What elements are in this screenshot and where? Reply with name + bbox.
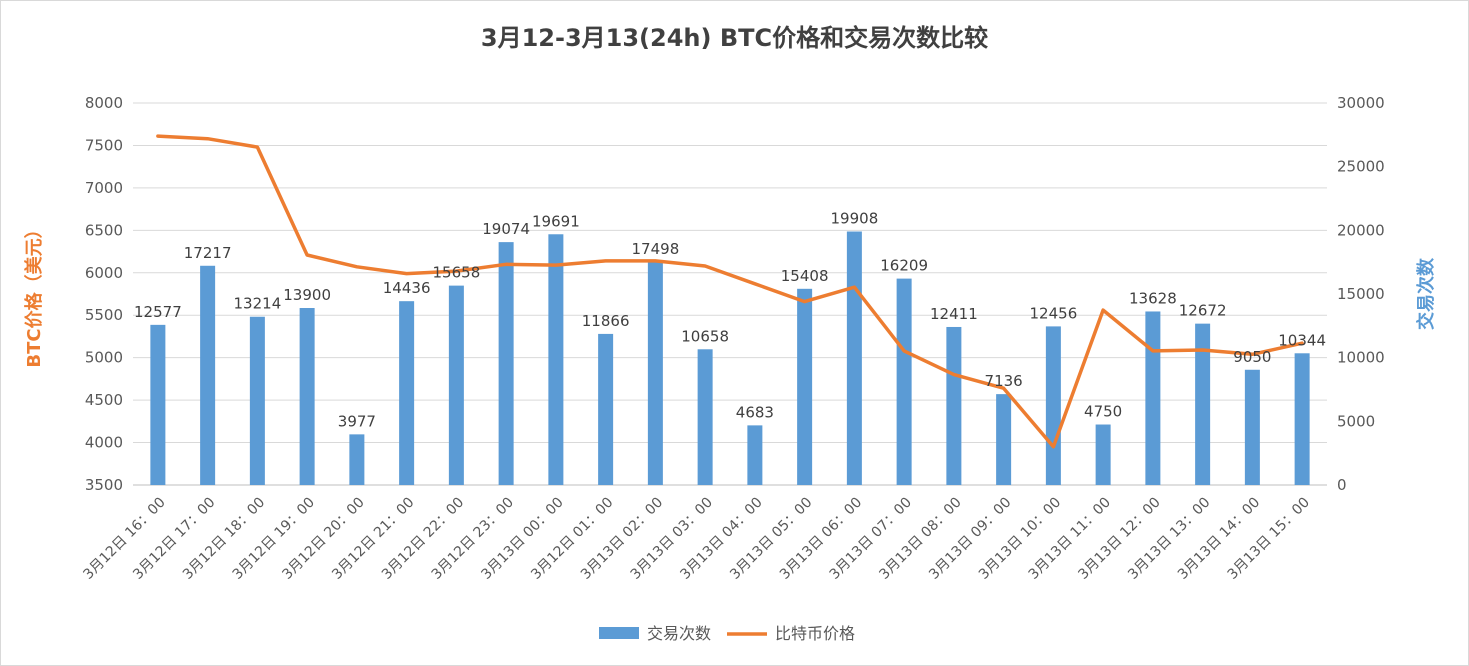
bar-data-label: 9050 (1233, 348, 1271, 366)
price-line (156, 134, 1304, 449)
bar-data-label: 19691 (532, 212, 580, 230)
bar-data-label: 17217 (184, 244, 232, 262)
bar-data-label: 15658 (433, 264, 481, 282)
left-tick-label: 4500 (85, 391, 123, 409)
bar-data-label: 12411 (930, 305, 978, 323)
right-tick-label: 25000 (1337, 158, 1385, 176)
left-tick-label: 5500 (85, 306, 123, 324)
bar (896, 278, 912, 485)
bar (1045, 326, 1061, 485)
left-tick-label: 4000 (85, 434, 123, 452)
bar (697, 349, 713, 485)
bar (946, 326, 962, 485)
bar (399, 301, 415, 485)
bar (548, 234, 564, 485)
bar (797, 288, 813, 485)
x-tick-label: 3月12日 16：00 (80, 495, 168, 583)
bar-data-label: 16209 (880, 257, 928, 275)
bar (299, 308, 315, 485)
bar (1244, 369, 1260, 485)
left-axis: 3500 4000 4500 5000 5500 6000 6500 7000 7500 8000… (23, 94, 123, 494)
bar (647, 262, 663, 485)
right-axis: 0 5000 10000 15000 20000 25000 30000 交易次数 (1337, 94, 1437, 494)
bar-data-label: 4750 (1084, 403, 1122, 421)
bar-data-label: 12456 (1030, 304, 1078, 322)
bar-data-label: 12577 (134, 303, 182, 321)
right-tick-label: 5000 (1337, 412, 1375, 430)
left-tick-label: 7000 (85, 179, 123, 197)
left-tick-label: 5000 (85, 349, 123, 367)
left-tick-label: 3500 (85, 476, 123, 494)
left-tick-label: 6000 (85, 264, 123, 282)
bar (498, 242, 514, 485)
bar-data-label: 4683 (736, 403, 774, 421)
right-tick-label: 20000 (1337, 221, 1385, 239)
right-tick-label: 15000 (1337, 285, 1385, 303)
bar-data-label: 10344 (1278, 331, 1326, 349)
bar-data-label: 10658 (681, 327, 729, 345)
bar (1095, 424, 1111, 485)
bar (448, 285, 464, 485)
bar-data-label: 15408 (781, 267, 829, 285)
chart-title: 3月12-3月13(24h) BTC价格和交易次数比较 (480, 24, 989, 52)
bar-data-label: 19074 (482, 220, 530, 238)
right-tick-label: 10000 (1337, 349, 1385, 367)
right-tick-label: 30000 (1337, 94, 1385, 112)
bar (150, 324, 166, 485)
gridlines (133, 102, 1327, 486)
bar (846, 231, 862, 485)
bar (200, 265, 216, 485)
legend-label-bars: 交易次数 (647, 624, 711, 643)
legend-label-line: 比特币价格 (775, 624, 855, 643)
line-series (156, 134, 1304, 449)
right-axis-title: 交易次数 (1415, 257, 1437, 330)
bar (1195, 323, 1211, 485)
bar (747, 425, 763, 485)
left-tick-label: 6500 (85, 221, 123, 239)
bar-data-label: 7136 (985, 372, 1023, 390)
bar (1294, 353, 1310, 485)
bar (996, 394, 1012, 485)
bar-data-label: 14436 (383, 279, 431, 297)
left-tick-label: 8000 (85, 94, 123, 112)
bar-data-label: 13900 (283, 286, 331, 304)
bar-data-label: 17498 (632, 240, 680, 258)
bar (1145, 311, 1161, 485)
bar-data-label: 12672 (1179, 302, 1227, 320)
legend: 交易次数 比特币价格 (599, 624, 855, 643)
bar-data-label: 3977 (338, 412, 376, 430)
legend-swatch-bars (599, 627, 639, 639)
bar-data-label: 13214 (234, 295, 282, 313)
bar-data-label: 13628 (1129, 289, 1177, 307)
bar (249, 316, 265, 485)
bar (598, 333, 614, 485)
left-tick-label: 7500 (85, 136, 123, 154)
right-tick-label: 0 (1337, 476, 1347, 494)
left-axis-title: BTC价格（美元） (23, 220, 45, 367)
bar-data-label: 11866 (582, 312, 630, 330)
bar (349, 434, 365, 485)
bar-series (150, 231, 1310, 485)
bar-data-label: 19908 (831, 210, 879, 228)
